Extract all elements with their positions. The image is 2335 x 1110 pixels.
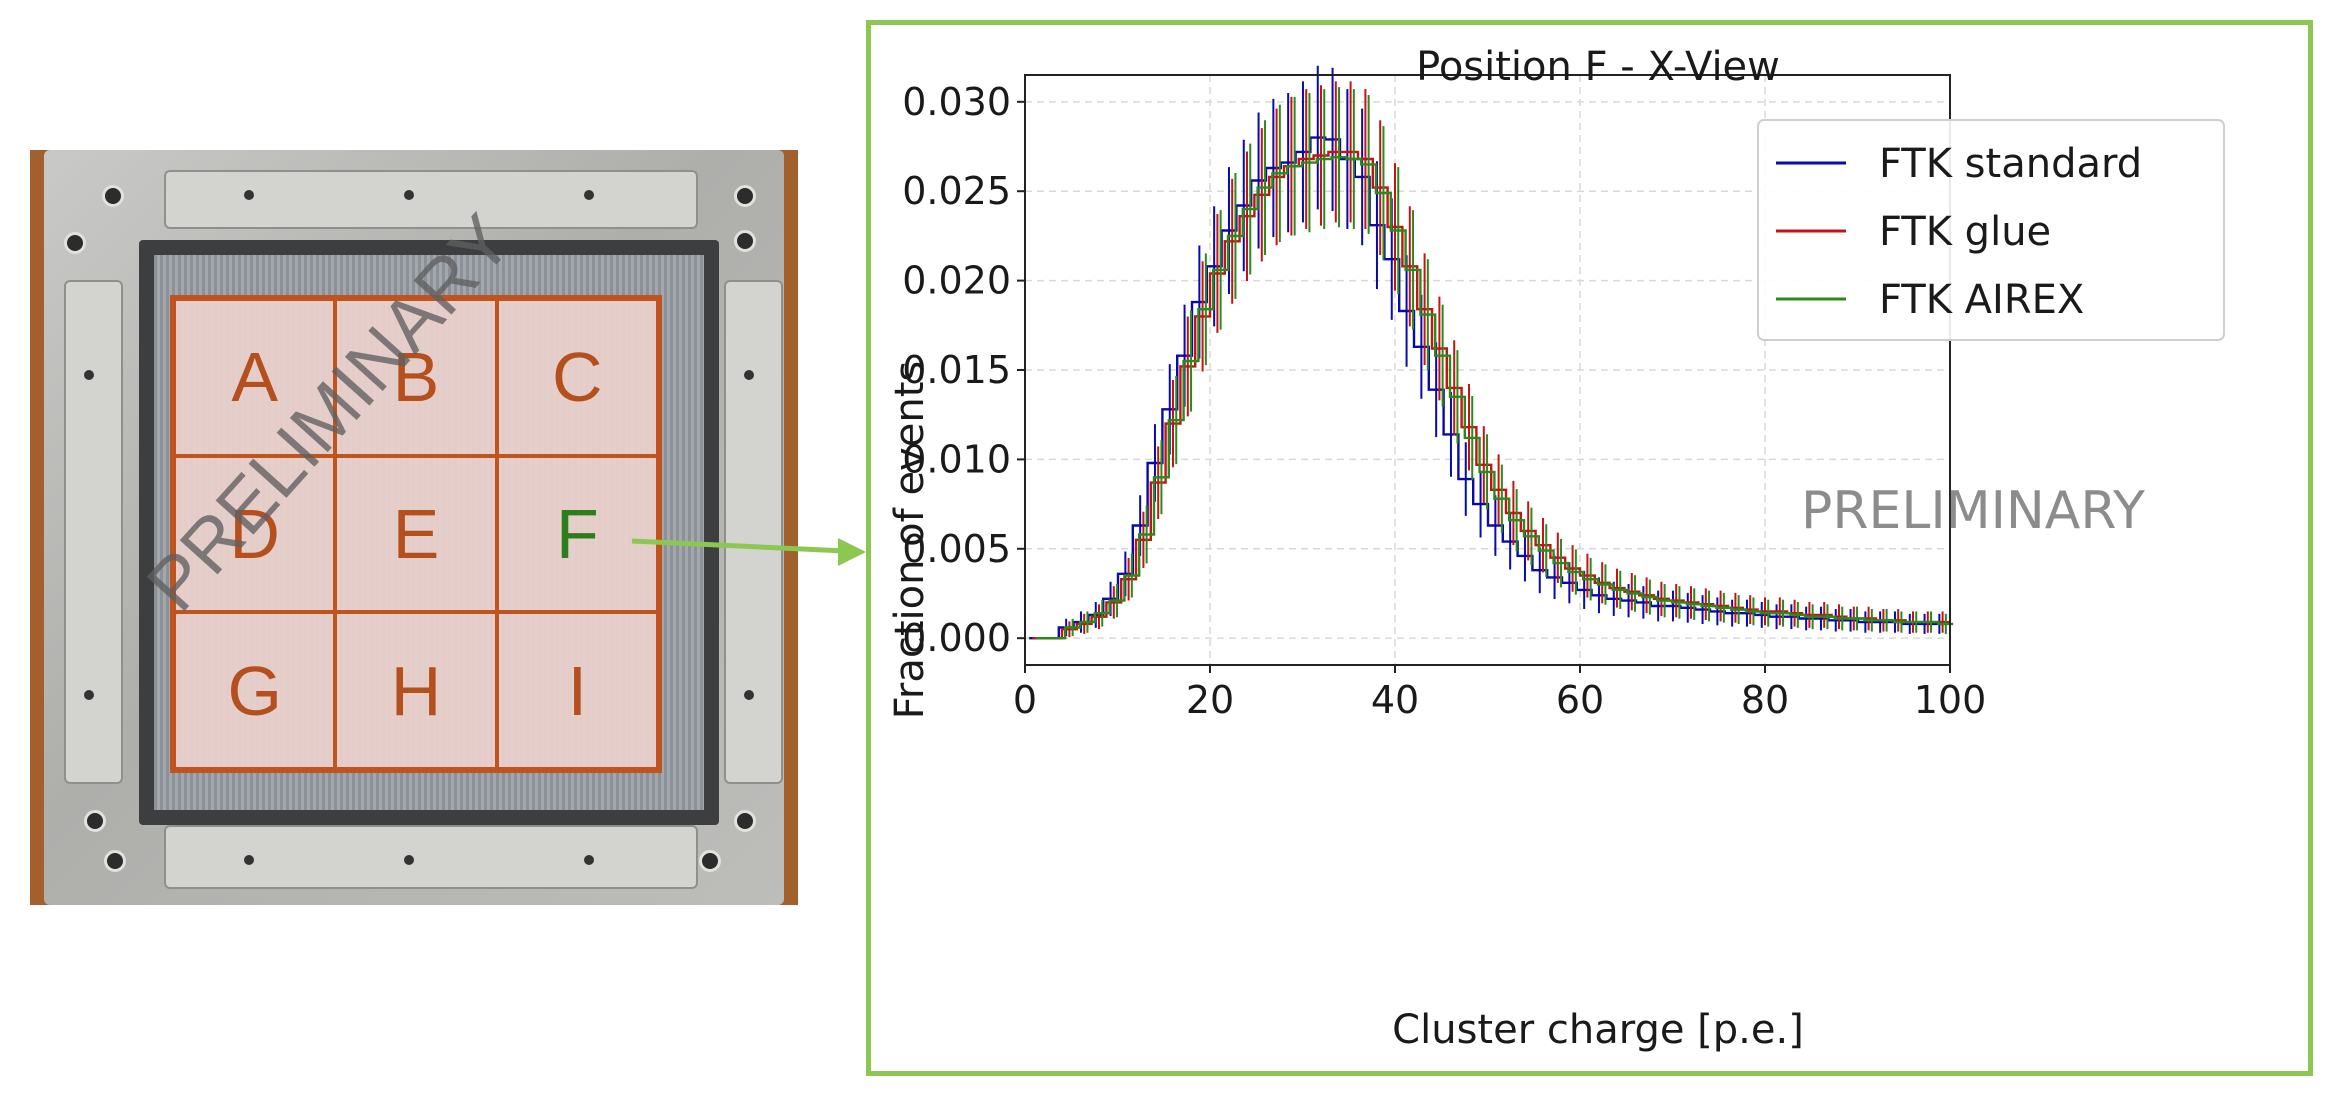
legend-label-ftk-glue: FTK glue — [1879, 209, 2051, 255]
cell-a: A — [174, 299, 336, 456]
hole-icon — [744, 690, 754, 700]
screw-icon — [104, 850, 126, 872]
hole-icon — [744, 370, 754, 380]
hole-icon — [244, 190, 254, 200]
hole-icon — [84, 370, 94, 380]
y-tick-label: 0.015 — [902, 348, 1011, 392]
y-tick-label: 0.000 — [902, 616, 1011, 660]
x-tick-label: 80 — [1741, 678, 1789, 722]
screw-icon — [734, 230, 756, 252]
y-tick-label: 0.025 — [902, 169, 1011, 213]
arrow-head-icon — [838, 538, 866, 566]
legend-box — [1757, 119, 2225, 341]
hole-icon — [404, 855, 414, 865]
x-tick-label: 20 — [1186, 678, 1234, 722]
cell-h: H — [335, 612, 497, 769]
x-tick-label: 100 — [1914, 678, 1987, 722]
screw-icon — [102, 185, 124, 207]
y-tick-label: 0.030 — [902, 80, 1011, 124]
legend: FTK standard FTK glue FTK AIREX — [1757, 119, 2225, 341]
cell-e: E — [335, 455, 497, 613]
screw-icon — [84, 810, 106, 832]
arrow-line — [631, 538, 846, 554]
position-grid: A B C D E F G H I — [170, 295, 662, 773]
cell-g: G — [174, 612, 336, 769]
screw-icon — [64, 232, 86, 254]
chart-title: Position F - X-View — [1416, 44, 1780, 90]
left-rail — [64, 280, 123, 784]
x-tick-label: 40 — [1371, 678, 1419, 722]
cell-d: D — [174, 455, 336, 613]
hole-icon — [244, 855, 254, 865]
x-axis-label: Cluster charge [p.e.] — [1392, 1007, 1804, 1053]
y-tick-label: 0.020 — [902, 259, 1011, 303]
cell-c: C — [496, 299, 658, 456]
series-layer — [1029, 65, 1954, 640]
y-tick-label: 0.010 — [902, 437, 1011, 481]
y-axis-label: Fraction of events — [887, 361, 933, 719]
screw-icon — [699, 850, 721, 872]
detector-photo: A B C D E F G H I PRELIMINARY — [30, 150, 798, 905]
axis-ticks: 0 20 40 60 80 100 0.000 0.005 0.010 0.015 0.020 0.0… — [902, 80, 1986, 722]
hole-icon — [84, 690, 94, 700]
cell-f: F — [496, 455, 658, 613]
x-tick-label: 0 — [1013, 678, 1037, 722]
screw-icon — [734, 810, 756, 832]
chart-panel: 0 20 40 60 80 100 0.000 0.005 0.010 0.015 0.020 0.0… — [866, 20, 2313, 1076]
x-tick-label: 60 — [1556, 678, 1604, 722]
cell-b: B — [335, 299, 497, 456]
series-line-ftk-airex — [1035, 156, 1954, 640]
hole-icon — [584, 190, 594, 200]
chart-watermark: PRELIMINARY — [1801, 481, 2145, 541]
y-tick-label: 0.005 — [902, 527, 1011, 571]
legend-label-ftk-airex: FTK AIREX — [1879, 277, 2084, 323]
cell-i: I — [496, 612, 658, 769]
legend-label-ftk-standard: FTK standard — [1879, 141, 2142, 187]
histogram-chart: 0 20 40 60 80 100 0.000 0.005 0.010 0.015 0.020 0.0… — [887, 44, 2225, 1053]
right-rail — [724, 280, 783, 784]
screw-icon — [734, 185, 756, 207]
top-rail — [164, 170, 698, 229]
hole-icon — [584, 855, 594, 865]
bottom-rail — [164, 825, 698, 889]
hole-icon — [404, 190, 414, 200]
